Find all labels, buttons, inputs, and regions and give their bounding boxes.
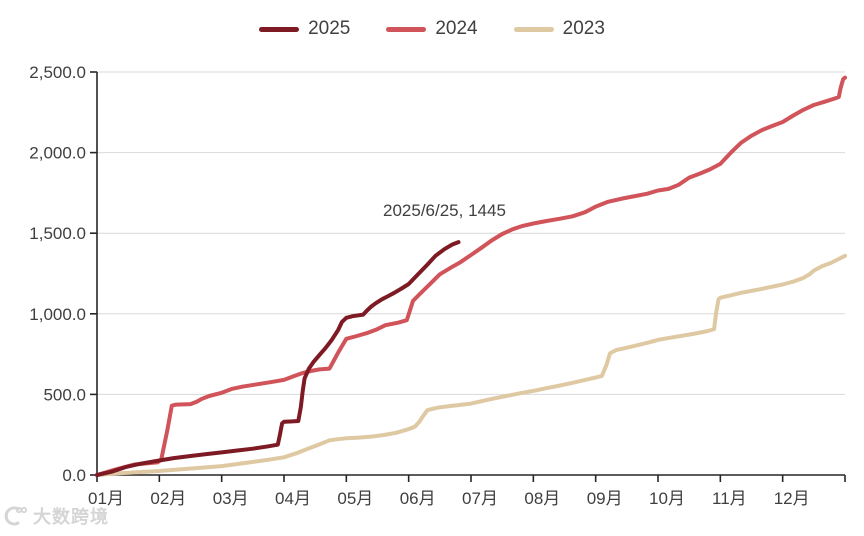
svg-text:02月: 02月 bbox=[150, 489, 186, 508]
svg-text:12月: 12月 bbox=[774, 489, 810, 508]
svg-text:04月: 04月 bbox=[275, 489, 311, 508]
svg-text:2,000.0: 2,000.0 bbox=[29, 144, 86, 163]
svg-text:01月: 01月 bbox=[88, 489, 124, 508]
svg-text:11月: 11月 bbox=[712, 489, 747, 508]
svg-text:10月: 10月 bbox=[649, 489, 685, 508]
legend-label: 2025 bbox=[308, 18, 351, 39]
watermark: 大数跨境 bbox=[4, 503, 109, 529]
svg-text:03月: 03月 bbox=[213, 489, 249, 508]
data-point-annotation: 2025/6/25, 1445 bbox=[383, 201, 506, 220]
svg-text:500.0: 500.0 bbox=[43, 385, 86, 404]
watermark-text: 大数跨境 bbox=[33, 507, 109, 527]
legend-label: 2023 bbox=[562, 18, 605, 39]
svg-text:0.0: 0.0 bbox=[62, 466, 86, 485]
legend-item-2025[interactable]: 2025 bbox=[259, 18, 350, 40]
svg-text:1,500.0: 1,500.0 bbox=[29, 224, 86, 243]
svg-text:05月: 05月 bbox=[337, 489, 373, 508]
svg-text:08月: 08月 bbox=[524, 489, 560, 508]
legend-swatch-2023 bbox=[513, 26, 554, 32]
svg-text:07月: 07月 bbox=[462, 489, 498, 508]
legend-label: 2024 bbox=[435, 18, 478, 39]
svg-text:2,500.0: 2,500.0 bbox=[29, 63, 86, 82]
svg-text:06月: 06月 bbox=[400, 489, 436, 508]
legend-item-2023[interactable]: 2023 bbox=[513, 18, 605, 40]
chart-legend: 2025 2024 2023 bbox=[0, 18, 864, 40]
svg-text:09月: 09月 bbox=[587, 489, 623, 508]
legend-swatch-2025 bbox=[259, 26, 300, 32]
legend-item-2024[interactable]: 2024 bbox=[386, 18, 478, 40]
watermark-logo-icon bbox=[4, 504, 28, 528]
svg-text:1,000.0: 1,000.0 bbox=[29, 305, 86, 324]
legend-swatch-2024 bbox=[386, 26, 427, 32]
